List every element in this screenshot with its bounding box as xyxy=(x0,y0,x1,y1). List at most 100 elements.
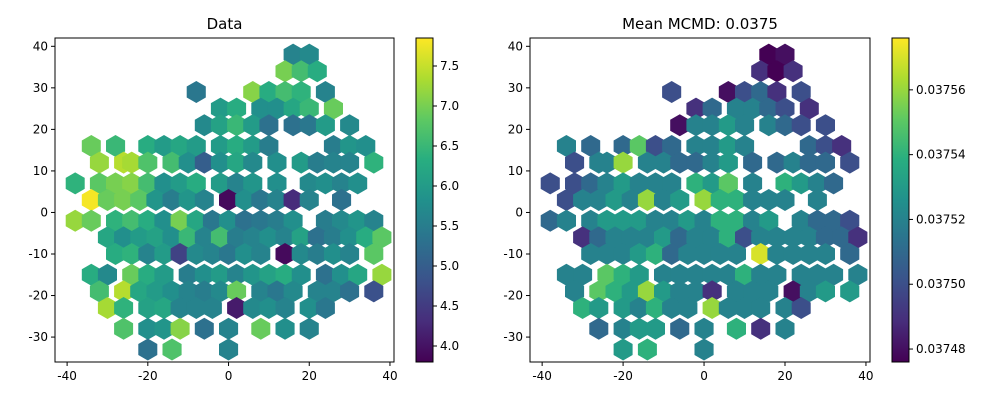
x-tick-label: -40 xyxy=(57,369,77,383)
hex-cell xyxy=(81,263,101,286)
hex-cell xyxy=(162,226,182,249)
y-tick-label: -10 xyxy=(503,247,523,261)
hex-cell xyxy=(194,263,214,286)
hex-cell xyxy=(840,280,860,303)
hex-cell xyxy=(154,263,174,286)
colorbar-tick-label: 4.0 xyxy=(440,339,459,353)
hex-cell xyxy=(154,209,174,232)
hex-cell xyxy=(259,114,279,137)
hex-cell xyxy=(791,172,811,195)
hex-cell xyxy=(662,135,682,157)
hex-cell xyxy=(710,243,730,265)
hex-cell xyxy=(743,189,763,211)
hex-cell xyxy=(775,317,795,340)
hex-cell xyxy=(210,280,230,303)
hex-cell xyxy=(662,81,682,103)
hex-cell xyxy=(210,114,230,137)
hex-cell xyxy=(243,226,263,249)
hex-cell xyxy=(299,172,319,195)
hex-cell xyxy=(783,280,803,303)
hex-cell xyxy=(815,280,835,303)
hex-cell xyxy=(686,280,706,303)
hex-cell xyxy=(791,114,811,137)
hex-cell xyxy=(775,297,795,319)
hex-cell xyxy=(291,226,311,249)
hex-cell xyxy=(114,280,134,303)
hex-cell xyxy=(259,81,279,103)
hex-cell xyxy=(259,297,279,319)
colorbar-tick-label: 7.0 xyxy=(440,99,459,113)
hex-cell xyxy=(219,209,239,232)
hex-cell xyxy=(718,114,738,137)
hex-cell xyxy=(694,189,714,211)
hex-cell xyxy=(146,226,166,249)
hex-cell xyxy=(645,172,665,195)
hex-cell xyxy=(178,263,198,286)
hex-cell xyxy=(815,135,835,157)
hex-cell xyxy=(227,263,247,286)
plot-frame xyxy=(529,37,871,363)
hex-cell xyxy=(356,226,376,249)
hex-cell xyxy=(743,97,763,120)
hex-cell xyxy=(162,189,182,211)
hex-cell xyxy=(323,135,343,157)
colorbar-tick-label: 0.03754 xyxy=(916,148,966,162)
hex-cell xyxy=(170,297,190,319)
hex-cell xyxy=(210,151,230,174)
hex-cell xyxy=(565,151,585,174)
hex-cell xyxy=(114,297,134,319)
colorbar-tick-label: 4.5 xyxy=(440,299,459,313)
hex-cell xyxy=(581,243,601,265)
y-tick-label: -20 xyxy=(28,289,48,303)
hex-cell xyxy=(97,297,117,319)
hex-cell xyxy=(65,172,85,195)
hex-cell xyxy=(597,243,617,265)
hex-cell xyxy=(686,97,706,120)
hex-cell xyxy=(581,172,601,195)
hex-cell xyxy=(783,243,803,265)
y-tick-label: -10 xyxy=(28,247,48,261)
hex-cell xyxy=(130,189,150,211)
hex-cell xyxy=(694,209,714,232)
hex-cell xyxy=(637,151,657,174)
hex-cell xyxy=(832,226,852,249)
hex-cell xyxy=(315,297,335,319)
hex-cell xyxy=(348,263,368,286)
colorbar xyxy=(891,37,910,363)
hex-cell xyxy=(726,189,746,211)
hex-cell xyxy=(751,317,771,340)
hex-cell xyxy=(323,280,343,303)
hex-cell xyxy=(799,226,819,249)
hex-cell xyxy=(283,189,303,211)
y-tick-label: 0 xyxy=(40,205,48,219)
hex-cell xyxy=(315,263,335,286)
hex-cell xyxy=(751,243,771,265)
hex-cell xyxy=(573,263,593,286)
hex-cell xyxy=(556,135,576,157)
hex-cell xyxy=(283,43,303,66)
hex-cell xyxy=(251,189,271,211)
y-tick-label: 40 xyxy=(508,39,523,53)
hex-cell xyxy=(848,226,868,249)
hex-cell xyxy=(605,189,625,211)
hex-cell xyxy=(799,135,819,157)
hex-cell xyxy=(291,60,311,83)
hex-cell xyxy=(799,243,819,265)
hex-cell xyxy=(573,297,593,319)
y-tick-label: -30 xyxy=(503,330,523,344)
hex-cell xyxy=(202,243,222,265)
hex-cell xyxy=(243,297,263,319)
hex-cell xyxy=(219,243,239,265)
hex-cell xyxy=(775,114,795,137)
hex-cell xyxy=(178,151,198,174)
hex-cell xyxy=(323,97,343,120)
y-tick-label: -20 xyxy=(503,289,523,303)
hex-cell xyxy=(283,97,303,120)
hex-cell xyxy=(283,114,303,137)
hex-cell xyxy=(275,263,295,286)
hex-cell xyxy=(759,43,779,66)
y-axis: -30 -20 -10 0 10 20 30 40 xyxy=(503,39,530,344)
hex-cell xyxy=(767,226,787,249)
hex-cell xyxy=(718,226,738,249)
hex-cell xyxy=(775,172,795,195)
